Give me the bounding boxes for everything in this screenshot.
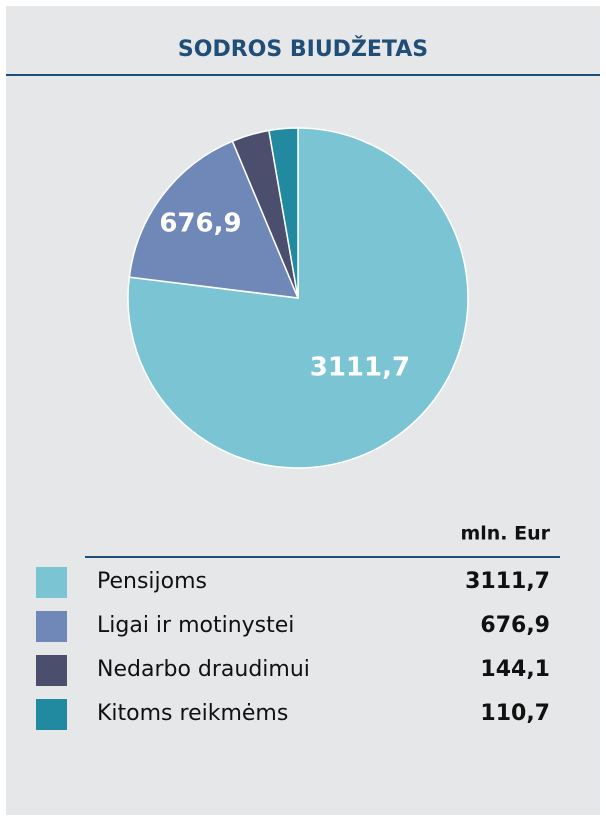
legend-label: Nedarbo draudimui xyxy=(97,657,310,682)
pie-slice xyxy=(268,127,299,299)
legend-value: 676,9 xyxy=(480,613,550,638)
legend-value: 3111,7 xyxy=(465,569,550,594)
legend-label: Pensijoms xyxy=(97,569,207,594)
legend-swatch xyxy=(36,699,67,730)
legend-value: 110,7 xyxy=(480,701,550,726)
pie-slice xyxy=(128,140,300,299)
slice-label: 3111,7 xyxy=(310,353,410,383)
legend-label: Ligai ir motinystei xyxy=(97,613,294,638)
legend-label: Kitoms reikmėms xyxy=(97,701,288,726)
unit-label: mln. Eur xyxy=(460,523,550,545)
legend-value: 144,1 xyxy=(480,657,550,682)
legend-swatch xyxy=(36,655,67,686)
slice-label: 676,9 xyxy=(159,209,241,239)
legend-swatch xyxy=(36,567,67,598)
pie-slice xyxy=(127,127,469,469)
chart-title: SODROS BIUDŽETAS xyxy=(178,36,428,62)
legend-swatch xyxy=(36,611,67,642)
